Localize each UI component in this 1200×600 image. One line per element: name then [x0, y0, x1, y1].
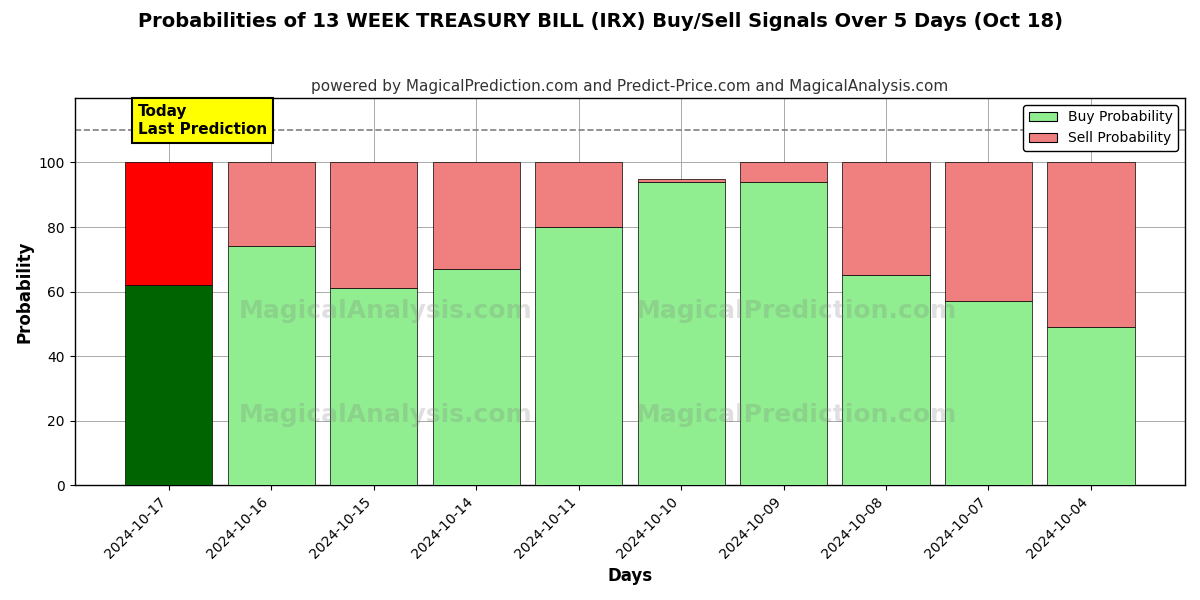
- Bar: [432, 269, 520, 485]
- Text: MagicalAnalysis.com: MagicalAnalysis.com: [239, 299, 533, 323]
- Bar: [125, 285, 212, 485]
- Title: powered by MagicalPrediction.com and Predict-Price.com and MagicalAnalysis.com: powered by MagicalPrediction.com and Pre…: [311, 79, 948, 94]
- Bar: [1048, 327, 1134, 485]
- Bar: [637, 179, 725, 182]
- Bar: [944, 301, 1032, 485]
- Text: Probabilities of 13 WEEK TREASURY BILL (IRX) Buy/Sell Signals Over 5 Days (Oct 1: Probabilities of 13 WEEK TREASURY BILL (…: [138, 12, 1062, 31]
- Bar: [330, 163, 418, 289]
- Bar: [125, 163, 212, 285]
- Bar: [740, 163, 827, 182]
- Legend: Buy Probability, Sell Probability: Buy Probability, Sell Probability: [1024, 105, 1178, 151]
- Bar: [740, 182, 827, 485]
- Text: MagicalPrediction.com: MagicalPrediction.com: [636, 403, 958, 427]
- Bar: [1048, 163, 1134, 327]
- Bar: [432, 163, 520, 269]
- Bar: [228, 163, 314, 247]
- Text: Today
Last Prediction: Today Last Prediction: [138, 104, 268, 137]
- Y-axis label: Probability: Probability: [16, 241, 34, 343]
- Bar: [535, 163, 622, 227]
- Bar: [842, 275, 930, 485]
- Bar: [330, 289, 418, 485]
- X-axis label: Days: Days: [607, 567, 653, 585]
- Bar: [842, 163, 930, 275]
- Bar: [535, 227, 622, 485]
- Bar: [228, 247, 314, 485]
- Text: MagicalPrediction.com: MagicalPrediction.com: [636, 299, 958, 323]
- Text: MagicalAnalysis.com: MagicalAnalysis.com: [239, 403, 533, 427]
- Bar: [637, 182, 725, 485]
- Bar: [944, 163, 1032, 301]
